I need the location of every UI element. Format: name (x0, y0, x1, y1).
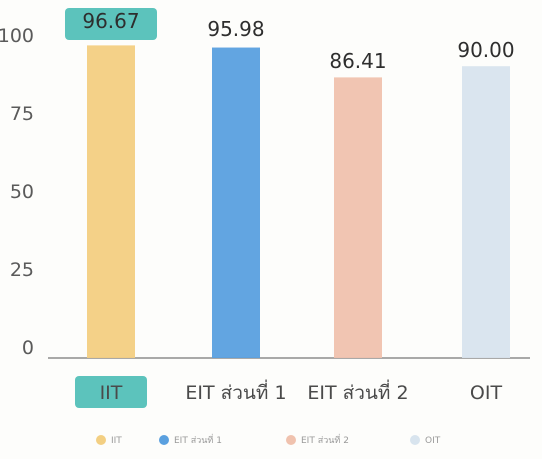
value-label-2: 95.98 (207, 17, 264, 41)
legend-swatch-4 (410, 435, 420, 445)
legend-swatch-2 (159, 435, 169, 445)
bar-1 (87, 45, 135, 359)
value-labels: 96.67 95.98 86.41 90.00 (65, 8, 515, 73)
legend-entry-3: EIT ส่วนที่ 2 (286, 433, 349, 446)
legend-swatch-3 (286, 435, 296, 445)
bar-3 (334, 77, 382, 358)
y-tick-label-0: 0 (22, 337, 34, 359)
value-highlight-marker (65, 8, 157, 40)
category-label-3: EIT ส่วนที่ 2 (307, 379, 408, 404)
category-label-2: EIT ส่วนที่ 1 (185, 379, 286, 404)
category-label-1: IIT (100, 382, 123, 404)
category-labels: IIT EIT ส่วนที่ 1 EIT ส่วนที่ 2 OIT (75, 376, 502, 408)
y-tick-label-75: 75 (10, 103, 34, 125)
y-tick-label-100: 100 (0, 25, 34, 47)
y-tick-label-25: 25 (10, 259, 34, 281)
legend-entry-2: EIT ส่วนที่ 1 (159, 433, 222, 446)
bar-2 (212, 47, 260, 359)
category-label-4: OIT (470, 382, 503, 404)
legend-entry-1: IIT (96, 435, 122, 446)
value-label-3: 86.41 (329, 49, 386, 73)
legend-label-3: EIT ส่วนที่ 2 (301, 433, 349, 446)
legend: IIT EIT ส่วนที่ 1 EIT ส่วนที่ 2 OIT (96, 433, 441, 446)
category-highlight-marker (75, 376, 147, 408)
legend-label-1: IIT (111, 436, 122, 446)
value-label-4: 90.00 (457, 38, 514, 62)
bar-4 (462, 66, 510, 358)
bars (87, 45, 510, 359)
legend-label-4: OIT (425, 436, 441, 446)
legend-swatch-1 (96, 435, 106, 445)
legend-label-2: EIT ส่วนที่ 1 (174, 433, 222, 446)
y-axis: 0 25 50 75 100 (0, 25, 34, 359)
y-tick-label-50: 50 (10, 181, 34, 203)
value-label-1: 96.67 (82, 9, 139, 33)
legend-entry-4: OIT (410, 435, 441, 446)
